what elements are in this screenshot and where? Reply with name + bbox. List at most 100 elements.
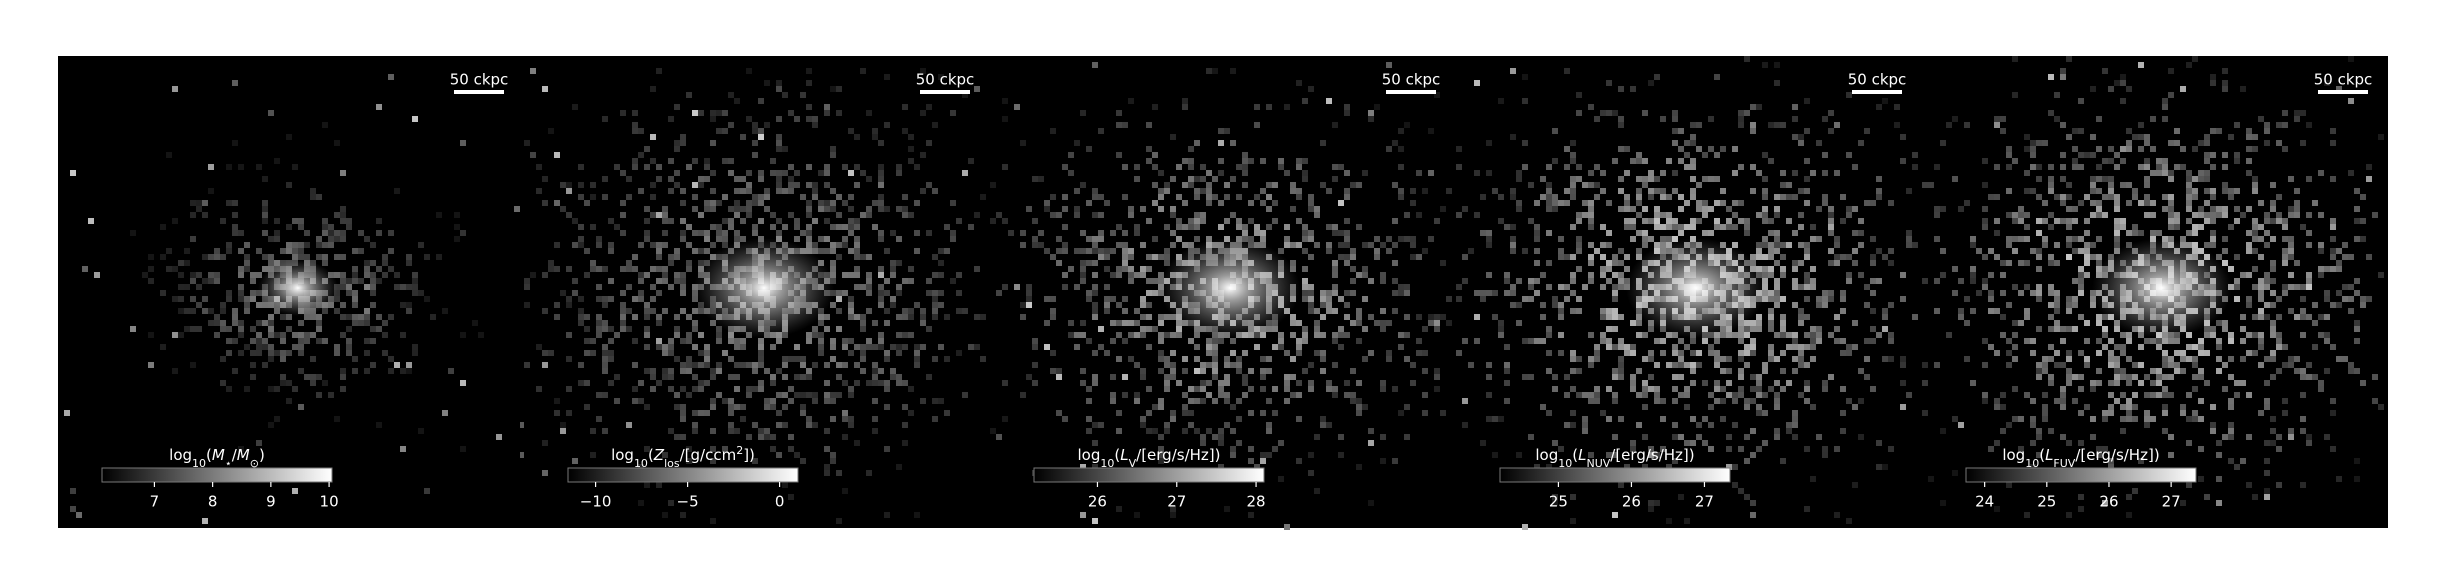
pixel	[1158, 350, 1164, 356]
pixel	[698, 386, 704, 392]
pixel	[1690, 362, 1696, 368]
pixel	[2198, 446, 2204, 452]
pixel	[854, 314, 860, 320]
pixel	[620, 212, 626, 218]
pixel	[2042, 410, 2048, 416]
pixel	[1552, 206, 1558, 212]
pixel	[370, 272, 376, 278]
pixel	[364, 314, 370, 320]
pixel	[2150, 338, 2156, 344]
pixel	[1792, 368, 1798, 374]
pixel	[190, 200, 196, 206]
pixel	[2012, 56, 2018, 62]
pixel	[1720, 332, 1726, 338]
pixel	[1224, 362, 1230, 368]
pixel	[2126, 416, 2132, 422]
pixel	[560, 422, 566, 428]
pixel	[1648, 326, 1654, 332]
pixel	[1684, 362, 1690, 368]
pixel	[908, 134, 914, 140]
pixel	[1188, 386, 1194, 392]
pixel	[1290, 356, 1296, 362]
pixel	[1636, 422, 1642, 428]
pixel	[1792, 422, 1798, 428]
pixel	[572, 104, 578, 110]
pixel	[1284, 398, 1290, 404]
pixel	[2000, 290, 2006, 296]
pixel	[340, 212, 346, 218]
pixel	[818, 320, 824, 326]
pixel	[1882, 356, 1888, 362]
pixel	[1146, 344, 1152, 350]
pixel	[2192, 356, 2198, 362]
pixel	[2114, 368, 2120, 374]
pixel	[872, 128, 878, 134]
pixel	[1738, 326, 1744, 332]
pixel	[1864, 200, 1870, 206]
pixel	[1344, 332, 1350, 338]
pixel	[1164, 182, 1170, 188]
pixel	[572, 290, 578, 296]
pixel	[1236, 398, 1242, 404]
pixel	[1994, 194, 2000, 200]
pixel	[1636, 392, 1642, 398]
pixel	[2258, 236, 2264, 242]
pixel	[680, 272, 686, 278]
pixel	[1350, 368, 1356, 374]
pixel	[770, 434, 776, 440]
pixel	[202, 296, 208, 302]
pixel	[608, 248, 614, 254]
pixel	[1080, 320, 1086, 326]
colorbar-tick-label: 7	[150, 493, 160, 511]
pixel	[1606, 230, 1612, 236]
pixel	[1116, 266, 1122, 272]
pixel	[2108, 464, 2114, 470]
pixel	[890, 266, 896, 272]
pixel	[806, 392, 812, 398]
pixel	[842, 200, 848, 206]
pixel	[644, 368, 650, 374]
pixel	[2114, 152, 2120, 158]
pixel	[620, 308, 626, 314]
pixel	[2270, 440, 2276, 446]
pixel	[2030, 248, 2036, 254]
pixel	[776, 410, 782, 416]
pixel	[2228, 332, 2234, 338]
pixel	[274, 218, 280, 224]
pixel	[1248, 200, 1254, 206]
pixel	[2276, 212, 2282, 218]
pixel	[1128, 332, 1134, 338]
pixel	[1428, 320, 1434, 326]
pixel	[1122, 230, 1128, 236]
pixel	[1050, 254, 1056, 260]
pixel	[1266, 182, 1272, 188]
pixel	[722, 230, 728, 236]
pixel	[2162, 404, 2168, 410]
pixel	[1098, 248, 1104, 254]
pixel	[1576, 308, 1582, 314]
pixel	[1988, 308, 1994, 314]
pixel	[1218, 338, 1224, 344]
pixel	[1726, 332, 1732, 338]
pixel	[824, 218, 830, 224]
pixel	[1708, 146, 1714, 152]
pixel	[196, 206, 202, 212]
pixel	[2126, 146, 2132, 152]
pixel	[1098, 422, 1104, 428]
pixel	[1750, 122, 1756, 128]
colorbar-tick-label: 10	[320, 493, 339, 511]
pixel	[1696, 200, 1702, 206]
pixel	[1618, 338, 1624, 344]
pixel	[2168, 224, 2174, 230]
pixel	[1768, 290, 1774, 296]
pixel	[1206, 392, 1212, 398]
pixel	[232, 140, 238, 146]
pixel	[1182, 428, 1188, 434]
pixel	[1200, 176, 1206, 182]
pixel	[1392, 242, 1398, 248]
pixel	[1912, 242, 1918, 248]
pixel	[220, 254, 226, 260]
pixel	[256, 440, 262, 446]
pixel	[2048, 344, 2054, 350]
pixel	[2204, 188, 2210, 194]
